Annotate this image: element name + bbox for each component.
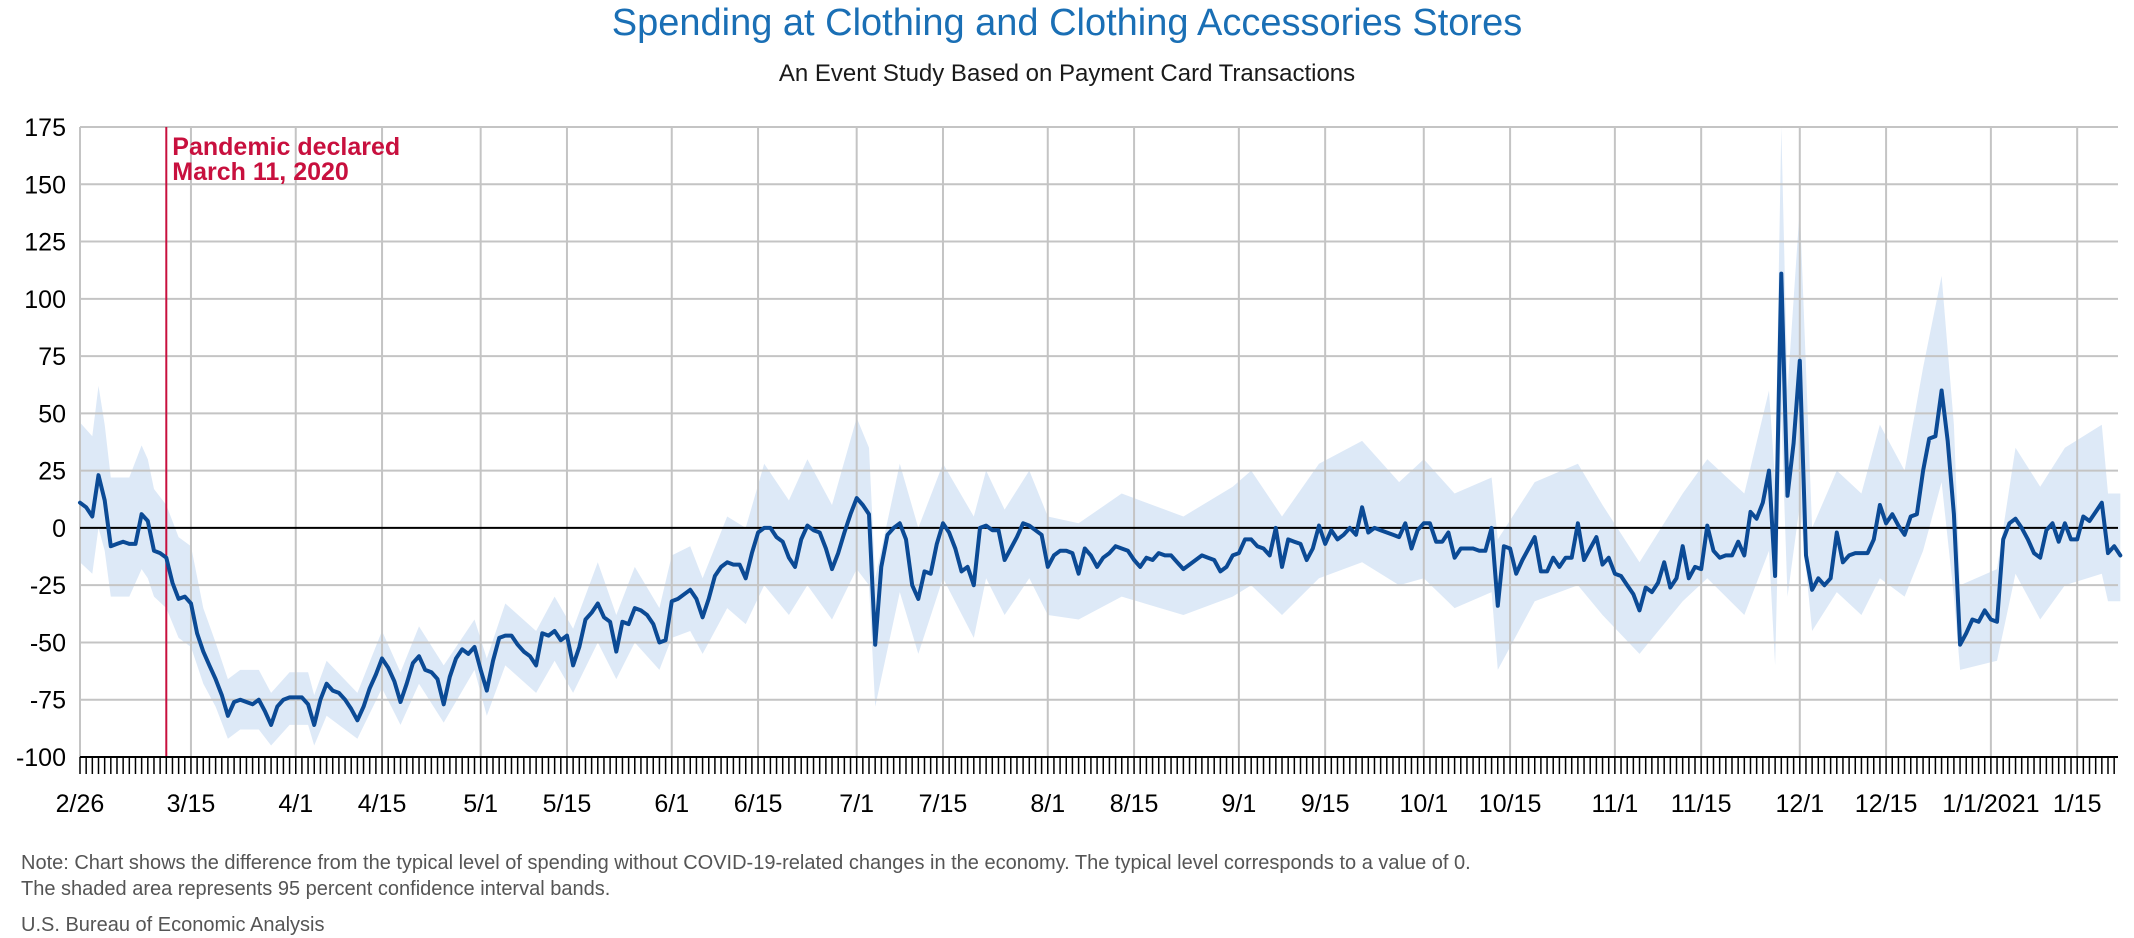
event-annotation: March 11, 2020 <box>172 158 349 186</box>
y-tick-label: 175 <box>24 114 66 142</box>
x-tick-label: 4/1 <box>278 790 313 818</box>
x-tick-label: 8/1 <box>1030 790 1065 818</box>
x-tick-label: 1/1/2021 <box>1942 790 2039 818</box>
note-line: Note: Chart shows the difference from th… <box>21 852 1471 874</box>
event-annotation: Pandemic declared <box>172 133 400 161</box>
y-tick-label: -25 <box>30 572 66 600</box>
x-tick-label: 3/15 <box>167 790 216 818</box>
y-tick-label: 50 <box>38 400 66 428</box>
chart-title: Spending at Clothing and Clothing Access… <box>611 2 1523 44</box>
y-tick-label: 125 <box>24 229 66 257</box>
y-tick-label: -50 <box>30 629 66 657</box>
axis-layer: 175 150 125 100 75 50 25 0 -25 -50 -75 -100 Pandemic… <box>16 114 2118 818</box>
x-tick-label: 5/1 <box>463 790 498 818</box>
x-tick-label: 7/15 <box>919 790 968 818</box>
x-tick-label: 9/1 <box>1221 790 1256 818</box>
x-tick-label: 6/15 <box>734 790 783 818</box>
note-line: The shaded area represents 95 percent co… <box>21 878 611 900</box>
x-tick-label: 5/15 <box>543 790 592 818</box>
line-chart: 175 150 125 100 75 50 25 0 -25 -50 -75 -100 Pandemic… <box>16 114 2123 818</box>
x-tick-label: 11/15 <box>1671 790 1732 818</box>
x-tick-label: 7/1 <box>839 790 874 818</box>
x-tick-label: 6/1 <box>654 790 689 818</box>
y-tick-label: 25 <box>38 458 66 486</box>
source-credit: U.S. Bureau of Economic Analysis <box>21 914 325 936</box>
x-tick-label: 2/26 <box>56 790 105 818</box>
x-tick-label: 12/1 <box>1775 790 1824 818</box>
y-tick-label: -75 <box>30 687 66 715</box>
confidence-band-layer <box>80 127 2121 746</box>
confidence-band <box>80 127 2121 746</box>
series-line <box>78 271 2123 727</box>
y-tick-label: 150 <box>24 171 66 199</box>
x-tick-label: 11/1 <box>1591 790 1638 818</box>
y-tick-label: 75 <box>38 343 66 371</box>
y-tick-label: -100 <box>16 744 66 772</box>
x-tick-label: 10/15 <box>1479 790 1542 818</box>
chart-subtitle: An Event Study Based on Payment Card Tra… <box>778 60 1356 87</box>
grid-layer <box>79 126 2118 758</box>
x-tick-label: 10/1 <box>1399 790 1448 818</box>
x-tick-label: 12/15 <box>1855 790 1918 818</box>
x-tick-label: 8/15 <box>1110 790 1159 818</box>
series-line-layer <box>78 271 2123 727</box>
x-tick-label: 9/15 <box>1301 790 1350 818</box>
y-tick-label: 0 <box>52 515 66 543</box>
chart-note: Note: Chart shows the difference from th… <box>21 850 1471 902</box>
x-tick-label: 1/15 <box>2053 790 2102 818</box>
y-tick-label: 100 <box>24 286 66 314</box>
x-tick-label: 4/15 <box>358 790 407 818</box>
